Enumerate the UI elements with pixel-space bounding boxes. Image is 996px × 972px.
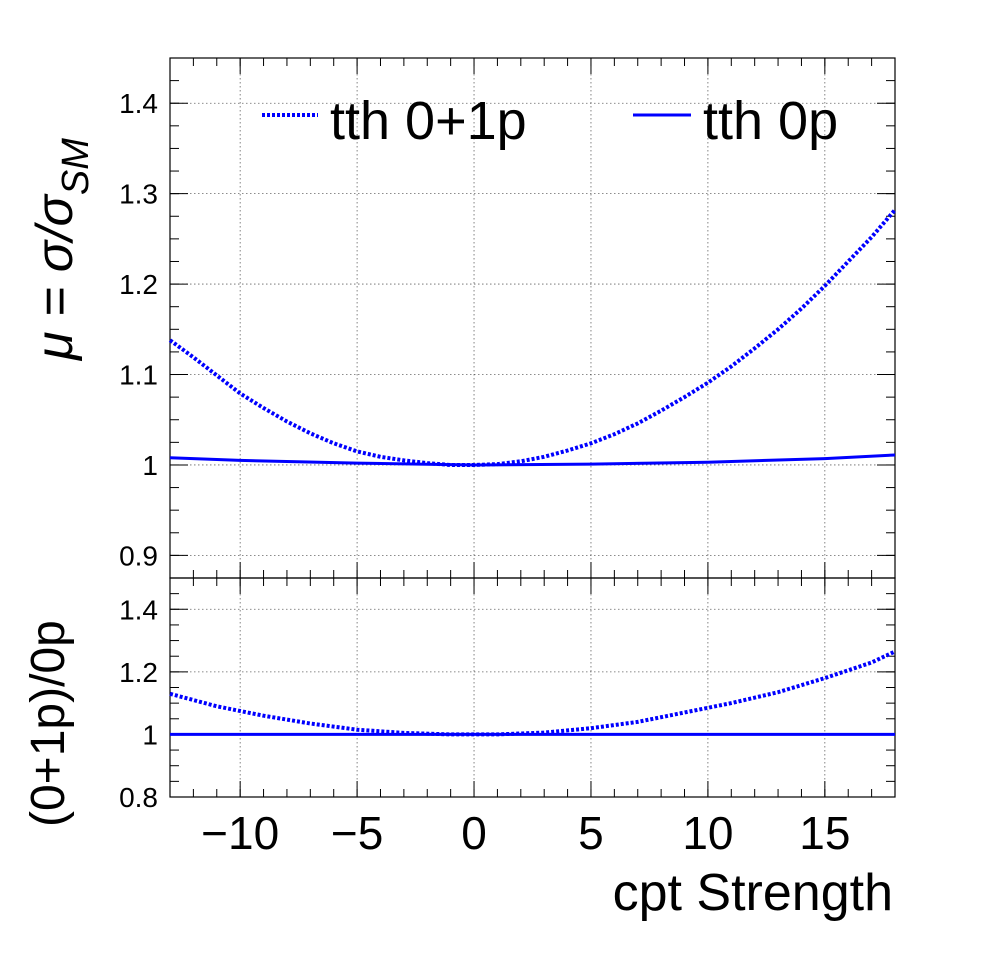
legend: tth 0+1p tth 0p: [262, 91, 838, 151]
legend-label-tth-0-1p: tth 0+1p: [330, 91, 527, 151]
ratio-y-tick-label: 1: [142, 719, 158, 750]
axis-labels: μ = σ/σSM (0+1p)/0p cpt Strength: [22, 138, 893, 922]
main-panel: 0.9 1 1.1 1.2 1.3 1.4: [119, 57, 897, 579]
main-y-tick-label: 0.9: [119, 540, 158, 571]
main-series-tth-0-1p-line: [168, 208, 897, 467]
legend-label-tth-0p: tth 0p: [703, 91, 838, 151]
ratio-y-tick-label: 1.2: [119, 657, 158, 688]
main-y-tick-label: 1.3: [119, 179, 158, 210]
ratio-y-tick-label: 1.4: [119, 594, 158, 625]
main-y-axis-label: μ = σ/σSM: [26, 138, 97, 362]
ratio-panel: 0.8 1 1.2 1.4 −10 −5 0 5 10 15: [119, 577, 896, 859]
main-y-tick-label: 1: [142, 450, 158, 481]
x-tick-label: 0: [461, 807, 487, 859]
main-y-tick-label: 1.2: [119, 269, 158, 300]
ratio-y-axis-label: (0+1p)/0p: [22, 620, 75, 827]
x-tick-label: −10: [201, 807, 279, 859]
ratio-series-tth-0-1p-line: [169, 649, 896, 737]
x-tick-label: 5: [578, 807, 604, 859]
main-y-tick-label: 1.4: [119, 88, 158, 119]
ratio-y-tick-label: 0.8: [119, 782, 158, 813]
x-tick-label: 15: [799, 807, 850, 859]
main-y-axis-subscript: SM: [55, 138, 97, 195]
ratio-frame: [169, 577, 896, 798]
x-tick-label: 10: [682, 807, 733, 859]
x-axis-label: cpt Strength: [613, 864, 893, 922]
main-y-tick-label: 1.1: [119, 360, 158, 391]
x-tick-label: −5: [331, 807, 383, 859]
main-series-tth-0p-line: [169, 453, 896, 467]
